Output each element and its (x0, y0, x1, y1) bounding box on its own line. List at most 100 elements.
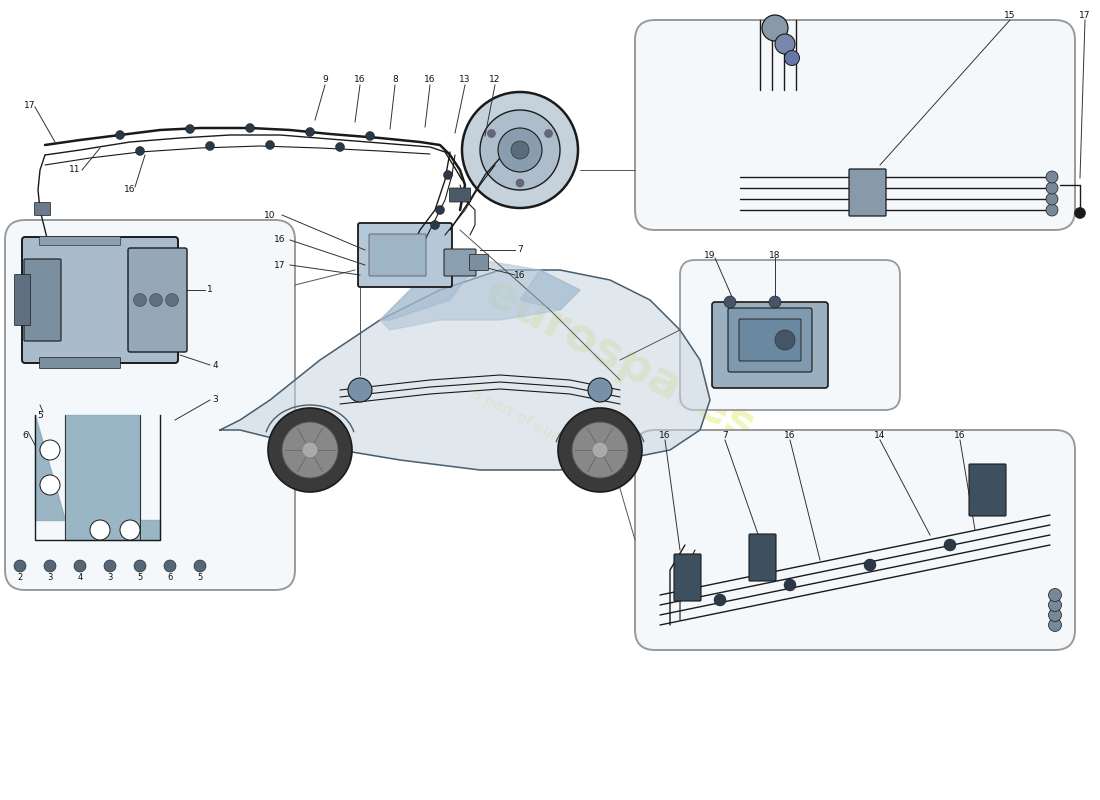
Circle shape (498, 128, 542, 172)
Text: 17: 17 (1079, 10, 1091, 19)
Circle shape (135, 146, 144, 155)
Polygon shape (520, 270, 580, 310)
Text: 10: 10 (264, 210, 276, 219)
Text: 16: 16 (659, 430, 671, 439)
FancyBboxPatch shape (674, 554, 701, 601)
Text: a part of eurospares since 1985: a part of eurospares since 1985 (469, 386, 691, 514)
FancyBboxPatch shape (635, 20, 1075, 230)
Circle shape (1046, 171, 1058, 183)
FancyBboxPatch shape (24, 259, 60, 341)
Circle shape (40, 440, 60, 460)
FancyBboxPatch shape (450, 188, 471, 202)
Circle shape (430, 221, 440, 230)
Circle shape (572, 422, 628, 478)
Circle shape (302, 442, 318, 458)
Circle shape (724, 296, 736, 308)
Text: 2: 2 (18, 573, 23, 582)
Circle shape (1046, 204, 1058, 216)
Text: 3: 3 (212, 395, 218, 405)
Circle shape (282, 422, 338, 478)
Circle shape (487, 130, 495, 138)
Circle shape (1046, 193, 1058, 205)
FancyBboxPatch shape (739, 319, 801, 361)
Text: 16: 16 (515, 270, 526, 279)
FancyBboxPatch shape (444, 249, 476, 276)
FancyBboxPatch shape (712, 302, 828, 388)
Text: 19: 19 (704, 250, 716, 259)
Circle shape (714, 594, 726, 606)
Text: 1: 1 (207, 286, 213, 294)
Text: 11: 11 (69, 166, 80, 174)
Circle shape (90, 520, 110, 540)
Circle shape (1048, 609, 1062, 622)
Circle shape (592, 442, 608, 458)
Text: 5: 5 (37, 410, 43, 419)
Circle shape (44, 560, 56, 572)
Text: 9: 9 (322, 75, 328, 85)
FancyBboxPatch shape (6, 220, 295, 590)
FancyBboxPatch shape (635, 430, 1075, 650)
Text: eurospares: eurospares (477, 270, 762, 450)
FancyBboxPatch shape (368, 234, 426, 276)
Circle shape (544, 130, 552, 138)
Text: 6: 6 (22, 430, 28, 439)
Circle shape (194, 560, 206, 572)
FancyBboxPatch shape (728, 308, 812, 372)
Polygon shape (220, 270, 710, 470)
Circle shape (1048, 598, 1062, 611)
Circle shape (14, 560, 26, 572)
Text: 16: 16 (124, 186, 135, 194)
Circle shape (769, 296, 781, 308)
FancyBboxPatch shape (40, 237, 121, 246)
FancyBboxPatch shape (749, 534, 775, 581)
FancyBboxPatch shape (358, 223, 452, 287)
Circle shape (776, 34, 795, 54)
Text: 18: 18 (769, 250, 781, 259)
Circle shape (436, 206, 444, 214)
FancyBboxPatch shape (14, 274, 31, 326)
Circle shape (133, 294, 146, 306)
FancyBboxPatch shape (128, 248, 187, 352)
FancyBboxPatch shape (969, 464, 1006, 516)
Circle shape (150, 294, 163, 306)
Circle shape (516, 179, 524, 187)
Circle shape (558, 408, 642, 492)
Text: 16: 16 (955, 430, 966, 439)
FancyBboxPatch shape (22, 237, 178, 363)
Circle shape (186, 125, 195, 134)
Polygon shape (379, 260, 580, 330)
Circle shape (120, 520, 140, 540)
Circle shape (776, 330, 795, 350)
Circle shape (245, 123, 254, 133)
Text: 17: 17 (24, 101, 35, 110)
Text: 17: 17 (274, 261, 286, 270)
Text: 13: 13 (460, 75, 471, 85)
Text: 7: 7 (722, 430, 728, 439)
Circle shape (104, 560, 116, 572)
Text: 15: 15 (1004, 10, 1015, 19)
Circle shape (762, 15, 788, 41)
Text: 14: 14 (874, 430, 886, 439)
Circle shape (1075, 207, 1086, 218)
Circle shape (348, 378, 372, 402)
Circle shape (40, 475, 60, 495)
Text: 5: 5 (197, 573, 202, 582)
Circle shape (944, 539, 956, 551)
Text: 4: 4 (77, 573, 82, 582)
Polygon shape (35, 415, 160, 540)
Circle shape (784, 579, 796, 591)
FancyBboxPatch shape (40, 358, 121, 369)
Circle shape (864, 559, 876, 571)
Circle shape (74, 560, 86, 572)
Text: 8: 8 (392, 75, 398, 85)
Text: 6: 6 (167, 573, 173, 582)
Text: 16: 16 (274, 235, 286, 245)
Circle shape (1046, 182, 1058, 194)
Circle shape (480, 110, 560, 190)
Circle shape (784, 50, 800, 66)
Text: 4: 4 (212, 361, 218, 370)
Circle shape (365, 131, 374, 141)
Circle shape (116, 130, 124, 139)
Circle shape (462, 92, 578, 208)
Circle shape (1048, 589, 1062, 602)
